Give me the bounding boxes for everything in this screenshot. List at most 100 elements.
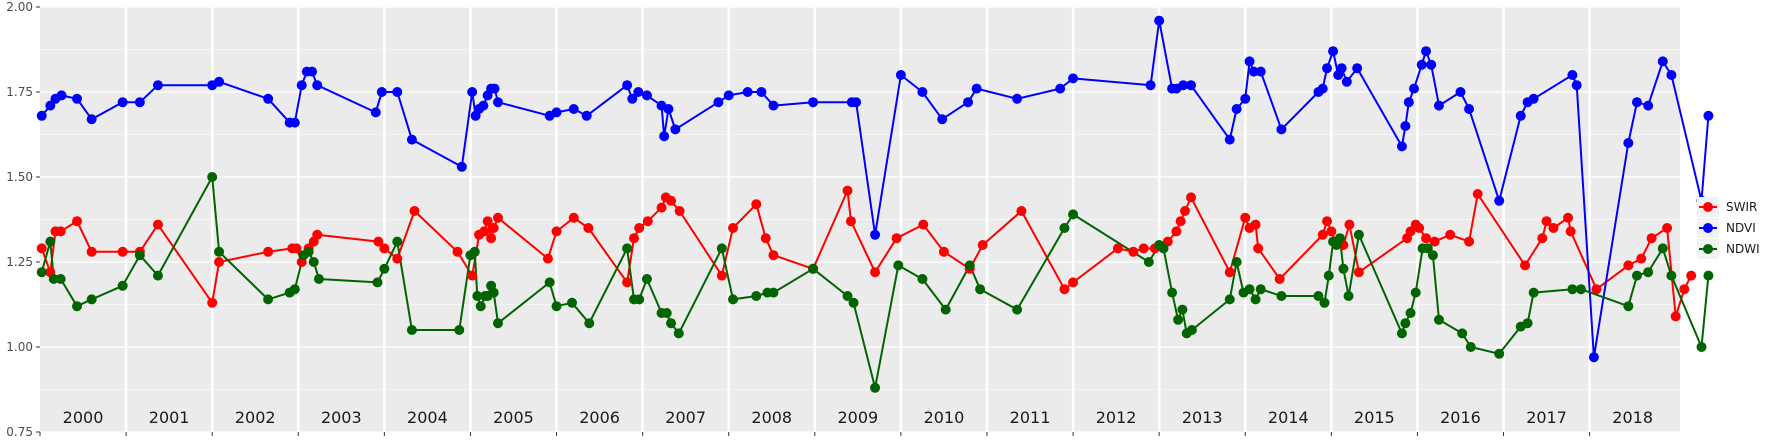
data-point-ndvi (808, 97, 819, 108)
data-point-ndwi (768, 287, 779, 298)
year-separator-lines (124, 7, 1591, 432)
data-point-ndwi (372, 277, 383, 288)
data-point-ndvi (1455, 87, 1466, 97)
data-point-swir (751, 199, 762, 210)
data-point-ndwi (1343, 291, 1354, 301)
data-point-ndvi (1352, 63, 1363, 74)
data-point-ndvi (1055, 83, 1066, 94)
data-point-ndvi (1403, 97, 1414, 108)
data-point-swir (467, 270, 478, 281)
data-point-ndwi (475, 301, 486, 312)
data-point-ndvi (1703, 110, 1714, 121)
data-point-ndwi (622, 243, 633, 254)
year-label: 2010 (924, 408, 965, 427)
year-label: 2011 (1010, 408, 1051, 427)
legend-marker (1703, 244, 1713, 254)
y-tick-label: 0.75 (6, 425, 33, 439)
data-point-swir (379, 243, 390, 254)
data-point-ndvi (1255, 66, 1266, 77)
data-point-ndvi (963, 97, 974, 108)
data-point-swir (36, 243, 47, 254)
data-point-ndvi (1231, 104, 1242, 114)
data-point-ndvi (1588, 352, 1599, 363)
data-point-ndwi (751, 291, 762, 301)
data-point-ndvi (1341, 76, 1352, 87)
data-point-ndvi (895, 70, 906, 80)
data-point-swir (1565, 226, 1576, 237)
data-point-ndvi (456, 161, 467, 172)
data-point-swir (1322, 216, 1333, 227)
data-point-ndvi (1623, 138, 1634, 148)
data-point-ndwi (964, 260, 975, 271)
data-point-swir (1405, 226, 1416, 237)
data-point-ndvi (622, 80, 633, 91)
data-point-ndwi (1400, 318, 1411, 329)
data-point-ndwi (634, 294, 645, 305)
data-point-ndwi (1657, 243, 1668, 254)
legend-label: SWIR (1726, 200, 1757, 214)
data-point-ndvi (1515, 110, 1526, 121)
data-point-ndwi (1405, 308, 1416, 318)
data-point-ndwi (1186, 325, 1197, 335)
data-point-swir (291, 243, 302, 254)
year-label: 2014 (1268, 408, 1309, 427)
data-point-swir (263, 246, 274, 257)
data-point-swir (1059, 284, 1070, 295)
year-label: 2006 (579, 408, 620, 427)
data-point-swir (716, 270, 727, 281)
data-point-ndwi (666, 318, 677, 329)
data-point-ndvi (971, 83, 982, 94)
data-point-ndwi (492, 318, 503, 329)
data-point-swir (551, 226, 562, 237)
data-point-ndwi (1433, 314, 1444, 325)
year-label: 2005 (493, 408, 534, 427)
data-point-swir (666, 195, 677, 206)
data-point-ndwi (1334, 233, 1345, 244)
data-point-ndvi (1396, 141, 1407, 152)
data-point-ndvi (1464, 104, 1475, 114)
data-point-ndwi (1068, 209, 1079, 220)
data-point-swir (1591, 284, 1602, 295)
data-point-swir (568, 212, 579, 223)
data-point-swir (1541, 216, 1552, 227)
legend-label: NDWI (1726, 242, 1760, 256)
data-point-ndvi (1426, 59, 1437, 70)
data-point-ndwi (870, 382, 881, 393)
legend: SWIR NDVI NDWI (1697, 197, 1760, 259)
data-point-ndvi (1657, 56, 1668, 67)
data-point-ndvi (742, 87, 753, 97)
data-point-swir (1016, 206, 1027, 216)
data-point-ndwi (1353, 229, 1364, 240)
data-point-ndwi (673, 328, 684, 339)
data-point-ndvi (1012, 93, 1023, 104)
data-point-ndwi (1250, 294, 1261, 305)
data-point-ndwi (117, 280, 128, 291)
data-point-ndvi (1186, 80, 1197, 91)
data-point-swir (629, 233, 640, 244)
series-layer (36, 15, 1714, 393)
data-point-ndwi (454, 325, 465, 335)
data-point-ndwi (1012, 304, 1023, 315)
data-point-ndvi (551, 107, 562, 118)
data-point-ndvi (1244, 56, 1255, 67)
data-point-ndwi (661, 308, 672, 318)
data-point-swir (1317, 229, 1328, 240)
data-point-ndwi (716, 243, 727, 254)
data-point-ndwi (72, 301, 83, 312)
data-point-ndwi (392, 236, 403, 247)
data-point-ndvi (633, 87, 644, 97)
data-point-swir (492, 212, 503, 223)
data-point-ndwi (1158, 243, 1169, 254)
data-point-ndwi (567, 297, 578, 308)
data-point-swir (486, 233, 497, 244)
year-label: 2001 (149, 408, 190, 427)
data-point-ndvi (86, 114, 97, 125)
data-point-swir (1445, 229, 1456, 240)
data-point-ndwi (469, 246, 480, 257)
data-point-swir (1175, 216, 1186, 227)
data-point-swir (1250, 219, 1261, 230)
data-point-swir (1414, 223, 1425, 233)
data-point-ndwi (808, 263, 819, 274)
data-point-swir (728, 223, 739, 233)
